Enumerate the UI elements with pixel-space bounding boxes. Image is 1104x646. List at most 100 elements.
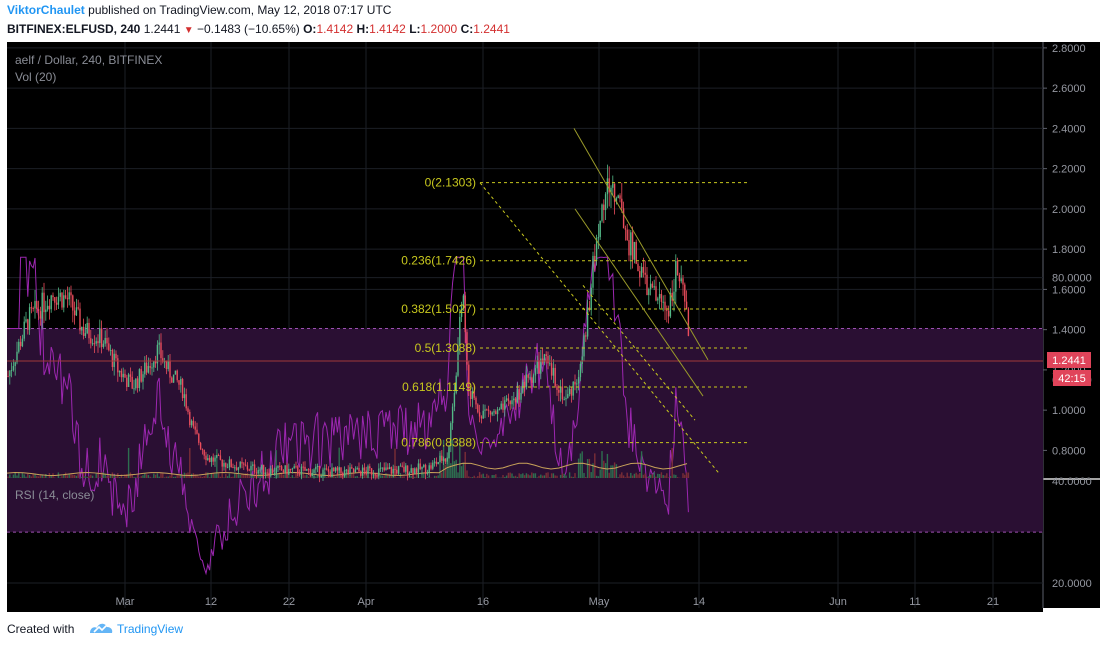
- candle-body: [93, 343, 96, 345]
- volume-bar: [599, 469, 601, 478]
- candle-body: [608, 178, 610, 193]
- candle-body: [676, 261, 679, 276]
- time-tick-label: 11: [909, 596, 920, 608]
- volume-bar: [208, 477, 211, 478]
- candle-body: [185, 394, 187, 409]
- candle-body: [599, 220, 601, 238]
- candle-body: [642, 266, 645, 273]
- candle-body: [109, 350, 112, 352]
- volume-bar: [198, 476, 200, 478]
- candle-body: [228, 459, 231, 468]
- candle-body: [410, 468, 412, 473]
- candle-body: [666, 309, 668, 311]
- candle-body: [37, 309, 40, 312]
- rsi-band: [7, 328, 1043, 533]
- volume-bar: [97, 472, 99, 478]
- candle-body: [138, 369, 141, 389]
- volume-bar: [277, 473, 279, 478]
- candle-body: [273, 473, 276, 475]
- time-tick-label: May: [589, 596, 610, 608]
- rsi-indicator: [7, 256, 1043, 576]
- volume-bar: [579, 453, 582, 478]
- volume-bar: [352, 473, 355, 478]
- volume-bar: [657, 473, 659, 478]
- candle-body: [604, 194, 607, 211]
- tradingview-link[interactable]: TradingView: [117, 622, 184, 636]
- candle-body: [536, 360, 538, 369]
- candle-body: [135, 378, 137, 389]
- volume-bar: [477, 476, 479, 478]
- candle-body: [136, 378, 139, 389]
- volume-bar: [401, 476, 403, 478]
- candle-body: [612, 183, 614, 188]
- candle-body: [376, 475, 378, 477]
- volume-bar: [306, 474, 308, 478]
- last-price-badge-text: 1.2441: [1052, 355, 1086, 367]
- candle-body: [167, 360, 169, 370]
- candle-body: [383, 467, 385, 471]
- candle-body: [106, 337, 108, 344]
- author-link[interactable]: ViktorChaulet: [7, 3, 85, 17]
- candle-body: [664, 301, 666, 310]
- close-label: C:: [460, 22, 474, 36]
- candle-body: [261, 464, 263, 470]
- candle-body: [196, 429, 198, 434]
- volume-bar: [9, 474, 11, 478]
- candle-body: [394, 468, 396, 470]
- candle-body: [88, 322, 90, 339]
- price-axis[interactable]: [1043, 42, 1100, 478]
- volume-bar: [172, 476, 175, 478]
- candle-body: [459, 316, 461, 346]
- candle-body: [282, 470, 285, 473]
- volume-bar: [334, 476, 337, 478]
- volume-bar: [653, 472, 655, 478]
- volume-bar: [574, 473, 576, 478]
- tradingview-logo-icon[interactable]: [88, 619, 114, 637]
- volume-bar: [239, 474, 241, 478]
- candle-body: [304, 466, 306, 471]
- price-tick-label: 1.4000: [1052, 325, 1086, 337]
- volume-bar: [671, 448, 673, 478]
- volume-bar: [676, 477, 679, 478]
- volume-bar: [554, 475, 556, 478]
- candle-body: [399, 465, 402, 467]
- volume-bar: [414, 476, 416, 478]
- last-price-badge: [1047, 352, 1091, 368]
- time-tick-label: Apr: [357, 596, 374, 608]
- time-tick-label: 12: [205, 596, 217, 608]
- volume-bar: [594, 453, 596, 478]
- candle-body: [622, 208, 625, 229]
- volume-bar: [435, 475, 438, 478]
- candle-body: [12, 366, 15, 371]
- volume-bar: [135, 477, 137, 478]
- time-axis-strip: [7, 608, 1043, 612]
- candle-body: [493, 411, 495, 413]
- volume-bar: [338, 447, 340, 478]
- candle-body: [671, 292, 673, 301]
- candle-body: [63, 295, 65, 308]
- candle-body: [318, 466, 321, 477]
- candle-body: [221, 459, 223, 467]
- candle-body: [225, 463, 227, 468]
- candle-body: [513, 398, 515, 401]
- volume-bar: [156, 473, 159, 478]
- candle-body: [509, 401, 511, 405]
- candle-body: [79, 308, 81, 331]
- ohlc-line: BITFINEX:ELFUSD, 240 1.2441 ▼ −0.1483 (−…: [7, 22, 510, 36]
- volume-bar: [592, 463, 594, 478]
- candle-body: [9, 370, 11, 377]
- volume-bar: [120, 474, 123, 478]
- volume-bar: [464, 451, 466, 478]
- candle-body: [126, 377, 128, 387]
- volume-bar: [556, 475, 558, 478]
- volume-bar: [601, 451, 603, 478]
- candle-body: [563, 399, 565, 401]
- volume-bar: [171, 473, 173, 478]
- volume-bar: [655, 476, 657, 478]
- candle-body: [446, 458, 448, 462]
- chart-area[interactable]: 0(2.1303) 0.236(1.7426) 0.382(1.5027) 0.5(1…: [0, 40, 1104, 612]
- candle-body: [91, 343, 94, 345]
- rsi-axis[interactable]: [1043, 480, 1100, 608]
- candle-body: [129, 374, 132, 377]
- candle-body: [102, 343, 105, 347]
